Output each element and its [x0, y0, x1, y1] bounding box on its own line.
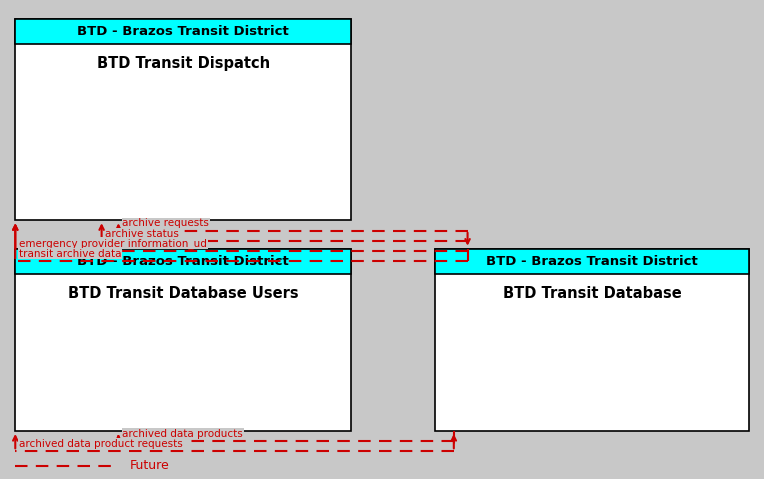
Bar	[435, 249, 749, 431]
Text: BTD - Brazos Transit District: BTD - Brazos Transit District	[77, 25, 290, 38]
Text: archive requests: archive requests	[122, 218, 209, 228]
Bar	[15, 249, 351, 274]
Text: archived data products: archived data products	[122, 429, 243, 439]
Text: BTD Transit Database Users: BTD Transit Database Users	[68, 286, 299, 301]
Text: BTD - Brazos Transit District: BTD - Brazos Transit District	[486, 255, 698, 268]
Text: emergency provider information_ud: emergency provider information_ud	[19, 238, 207, 249]
Bar	[15, 19, 351, 44]
Text: archived data product requests: archived data product requests	[19, 439, 183, 449]
Text: archive status: archive status	[105, 228, 180, 239]
Bar	[15, 249, 351, 431]
Text: Future: Future	[130, 459, 170, 472]
Text: transit archive data: transit archive data	[19, 249, 121, 259]
Text: BTD - Brazos Transit District: BTD - Brazos Transit District	[77, 255, 290, 268]
Text: BTD Transit Dispatch: BTD Transit Dispatch	[97, 56, 270, 71]
Text: BTD Transit Database: BTD Transit Database	[503, 286, 681, 301]
Bar	[15, 19, 351, 220]
Bar	[435, 249, 749, 274]
